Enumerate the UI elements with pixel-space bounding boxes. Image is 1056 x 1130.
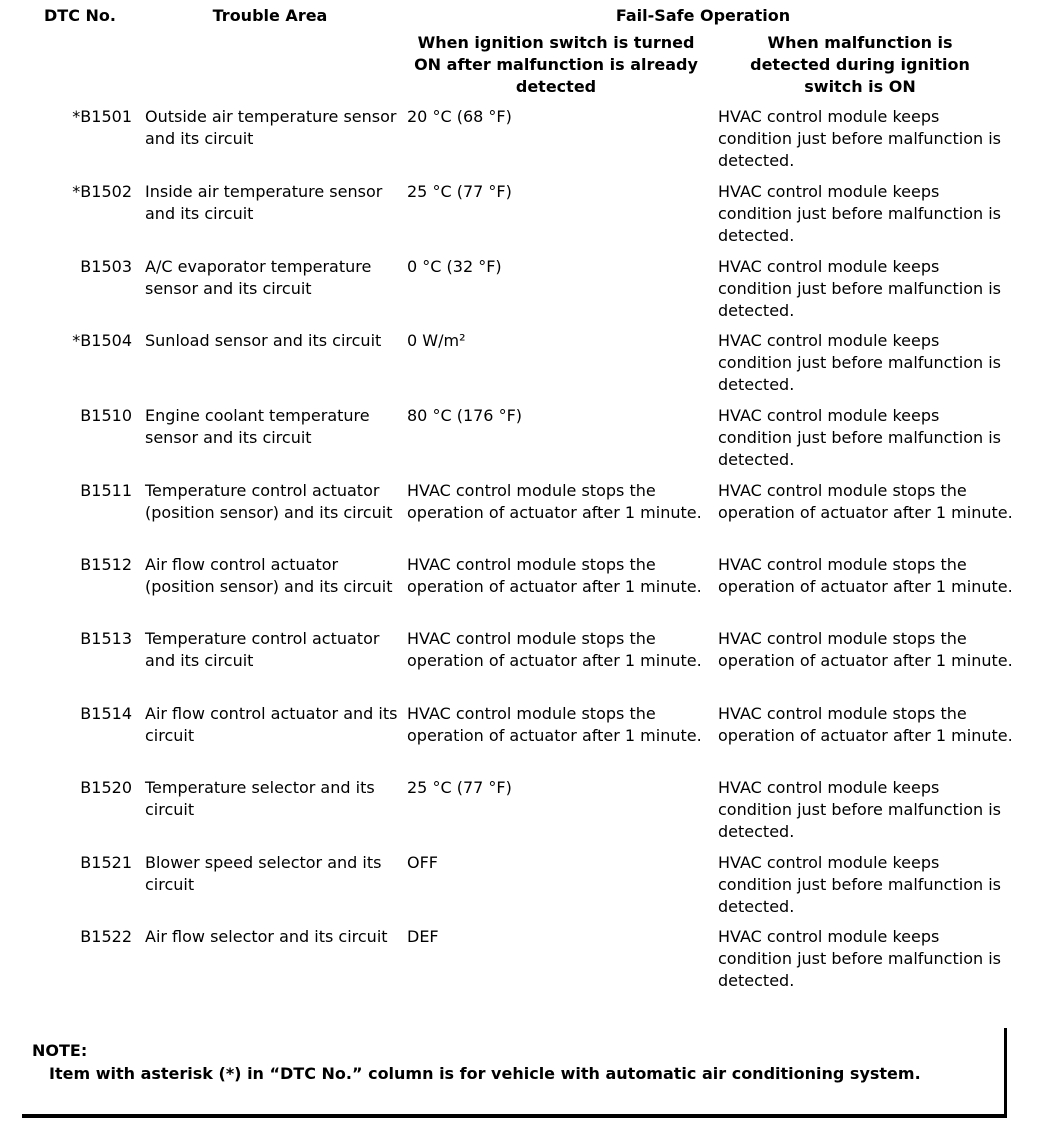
fail-safe-on-after-cell: 25 °C (77 °F) [407,778,512,797]
header-when-during: When malfunction is detected during igni… [750,33,970,96]
table-row: B1510 Engine coolant temperature sensor a… [0,405,1056,479]
fail-safe-on-after-cell: 0 W/m² [407,331,466,350]
fail-safe-on-after-cell: 80 °C (176 °F) [407,406,523,425]
dtc-code: B1521 [80,853,132,872]
header-trouble-area: Trouble Area [212,6,328,25]
header-dtc-no: DTC No. [44,6,116,25]
dtc-code: B1513 [80,629,132,648]
table-row: B1522 Air flow selector and its circuit DE… [0,926,1056,1000]
fail-safe-on-after-cell: HVAC control module stops the operation … [407,481,702,522]
trouble-area-cell: Air flow control actuator (position sens… [145,555,393,596]
fail-safe-on-after-cell: HVAC control module stops the operation … [407,629,702,670]
table-row: B1513 Temperature control actuator and it… [0,628,1056,702]
trouble-area-cell: Air flow control actuator and its circui… [145,704,398,745]
dtc-code: B1522 [80,927,132,946]
fail-safe-on-after-cell: HVAC control module stops the operation … [407,704,702,745]
fail-safe-on-after-cell: 25 °C (77 °F) [407,182,512,201]
table-row: *B1504 Sunload sensor and its circuit 0 W/… [0,330,1056,404]
fail-safe-during-cell: HVAC control module keeps condition just… [718,107,1001,170]
trouble-area-cell: Temperature control actuator and its cir… [145,629,380,670]
fail-safe-during-cell: HVAC control module keeps condition just… [718,927,1001,990]
fail-safe-during-cell: HVAC control module keeps condition just… [718,853,1001,916]
dtc-code: B1512 [80,555,132,574]
dtc-code: B1520 [80,778,132,797]
dtc-code: B1510 [80,406,132,425]
fail-safe-during-cell: HVAC control module stops the operation … [718,555,1013,596]
table-row: B1514 Air flow control actuator and its c… [0,703,1056,777]
trouble-area-cell: Engine coolant temperature sensor and it… [145,406,370,447]
table-row: B1521 Blower speed selector and its circu… [0,852,1056,926]
trouble-area-cell: Blower speed selector and its circuit [145,853,382,894]
table-row: B1511 Temperature control actuator (posit… [0,480,1056,554]
trouble-area-cell: Air flow selector and its circuit [145,927,388,946]
fail-safe-during-cell: HVAC control module stops the operation … [718,704,1013,745]
fail-safe-during-cell: HVAC control module keeps condition just… [718,778,1001,841]
fail-safe-during-cell: HVAC control module keeps condition just… [718,257,1001,320]
table-row: B1520 Temperature selector and its circui… [0,777,1056,851]
table-row: *B1501 Outside air temperature sensor and… [0,106,1056,180]
dtc-code: B1514 [80,704,132,723]
table-row: B1503 A/C evaporator temperature sensor a… [0,256,1056,330]
trouble-area-cell: Outside air temperature sensor and its c… [145,107,397,148]
table-row: B1512 Air flow control actuator (position… [0,554,1056,628]
dtc-code: *B1502 [72,182,132,201]
fail-safe-during-cell: HVAC control module keeps condition just… [718,331,1001,394]
dtc-code: B1511 [80,481,132,500]
fail-safe-during-cell: HVAC control module keeps condition just… [718,406,1001,469]
header-fail-safe: Fail-Safe Operation [615,6,791,25]
dtc-code: *B1501 [72,107,132,126]
trouble-area-cell: Temperature control actuator (position s… [145,481,393,522]
note-title: NOTE: [32,1041,88,1060]
fail-safe-on-after-cell: 20 °C (68 °F) [407,107,512,126]
trouble-area-cell: Inside air temperature sensor and its ci… [145,182,383,223]
fail-safe-on-after-cell: DEF [407,927,439,946]
note-box: NOTE: Item with asterisk (*) in “DTC No.… [22,1028,1007,1118]
dtc-code: B1503 [80,257,132,276]
fail-safe-during-cell: HVAC control module stops the operation … [718,481,1013,522]
trouble-area-cell: Sunload sensor and its circuit [145,331,382,350]
trouble-area-cell: A/C evaporator temperature sensor and it… [145,257,372,298]
dtc-code: *B1504 [72,331,132,350]
trouble-area-cell: Temperature selector and its circuit [145,778,375,819]
fail-safe-during-cell: HVAC control module stops the operation … [718,629,1013,670]
fail-safe-on-after-cell: 0 °C (32 °F) [407,257,502,276]
fail-safe-on-after-cell: OFF [407,853,438,872]
fail-safe-on-after-cell: HVAC control module stops the operation … [407,555,702,596]
note-text: Item with asterisk (*) in “DTC No.” colu… [49,1064,921,1083]
fail-safe-during-cell: HVAC control module keeps condition just… [718,182,1001,245]
header-when-on-after: When ignition switch is turned ON after … [414,33,698,96]
table-row: *B1502 Inside air temperature sensor and … [0,181,1056,255]
